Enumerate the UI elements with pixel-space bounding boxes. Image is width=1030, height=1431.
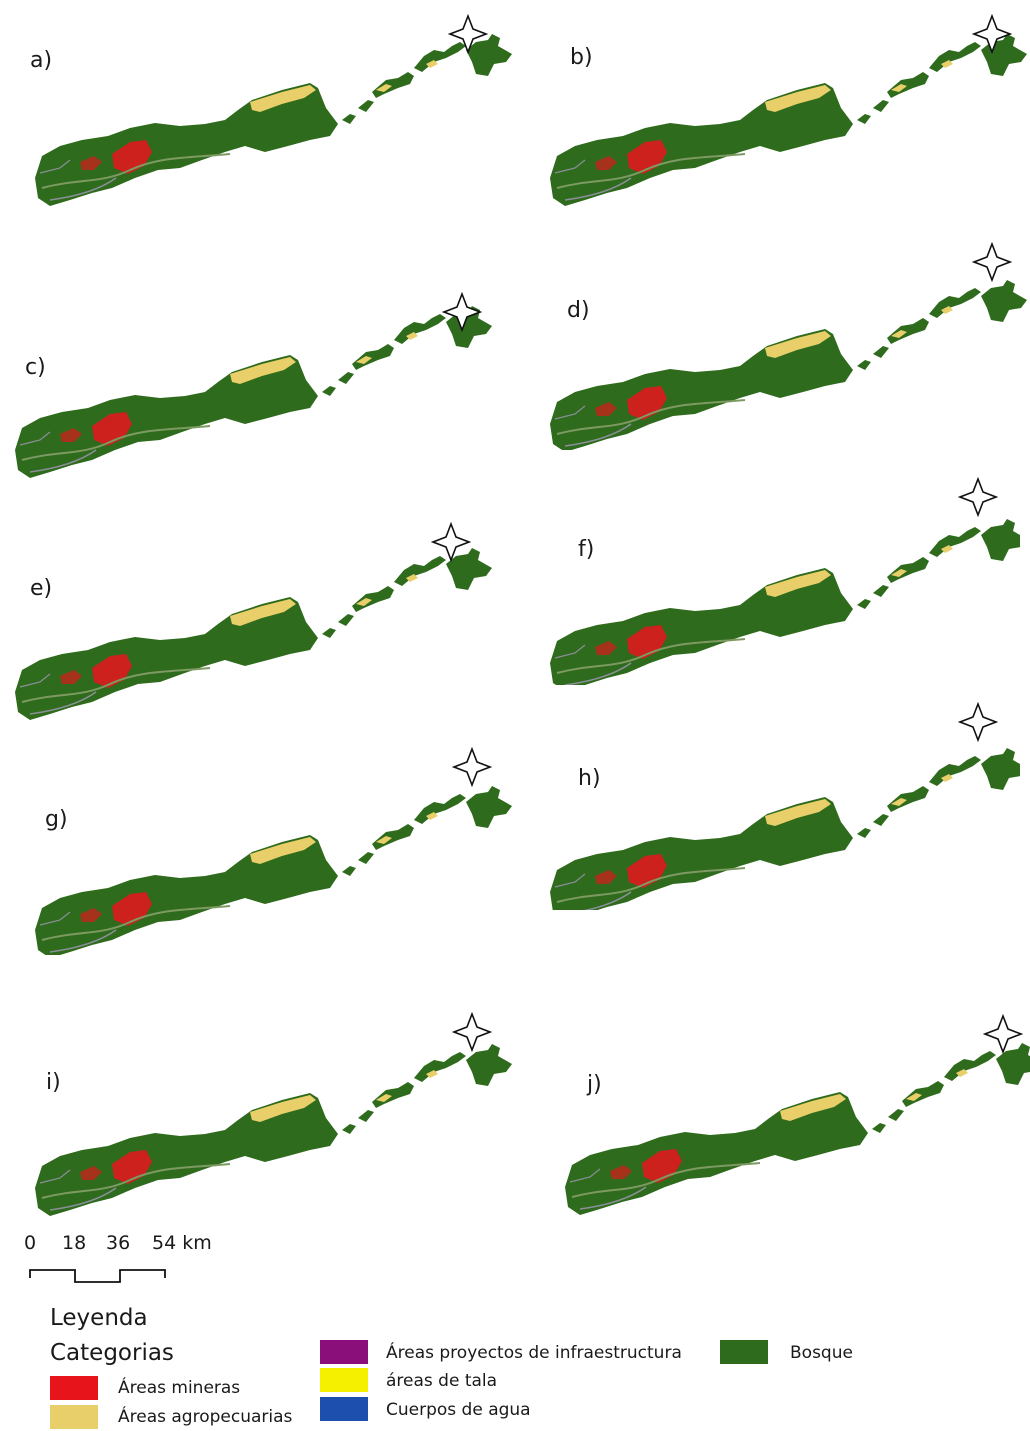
panel-label: e) bbox=[30, 576, 53, 601]
legend-swatch-agua bbox=[320, 1397, 368, 1421]
region-map bbox=[564, 1042, 1030, 1216]
legend-label: áreas de tala bbox=[386, 1371, 498, 1391]
legend-label: Cuerpos de agua bbox=[386, 1400, 531, 1420]
map-panel-b: b) bbox=[535, 10, 1030, 240]
panel-label: b) bbox=[570, 45, 593, 70]
region-map bbox=[34, 1043, 513, 1217]
legend-swatch-infraestructura bbox=[320, 1340, 368, 1364]
panel-label: c) bbox=[25, 355, 46, 380]
north-arrow-icon bbox=[959, 478, 997, 516]
legend-swatch-tala bbox=[320, 1368, 368, 1392]
north-arrow-icon bbox=[443, 293, 481, 331]
north-arrow-icon bbox=[984, 1015, 1022, 1053]
legend-swatch-mineras bbox=[50, 1376, 98, 1400]
legend-label: Áreas proyectos de infraestructura bbox=[386, 1343, 682, 1363]
map-panel-h: h) bbox=[520, 700, 1020, 930]
panel-label: d) bbox=[567, 298, 590, 323]
region-map bbox=[14, 547, 493, 721]
panel-label: a) bbox=[30, 48, 53, 73]
panel-label: i) bbox=[46, 1070, 61, 1095]
map-panel-g: g) bbox=[20, 745, 520, 975]
scale-tick: 54 km bbox=[152, 1232, 212, 1254]
legend-subtitle: Categorias bbox=[50, 1340, 174, 1366]
region-map bbox=[549, 33, 1028, 207]
legend-swatch-bosque bbox=[720, 1340, 768, 1364]
map-panel-c: c) bbox=[0, 290, 500, 520]
north-arrow-icon bbox=[973, 243, 1011, 281]
panel-label: g) bbox=[45, 807, 68, 832]
region-map bbox=[549, 518, 1020, 685]
scale-tick: 18 bbox=[62, 1232, 87, 1254]
panel-label: h) bbox=[578, 766, 601, 791]
legend-label: Áreas agropecuarias bbox=[118, 1407, 293, 1427]
legend-swatch-agropecuarias bbox=[50, 1405, 98, 1429]
map-panel-f: f) bbox=[520, 475, 1020, 705]
region-map bbox=[34, 33, 513, 207]
north-arrow-icon bbox=[453, 748, 491, 786]
region-map bbox=[549, 279, 1028, 450]
legend-label: Bosque bbox=[790, 1343, 853, 1363]
map-panel-e: e) bbox=[0, 520, 500, 750]
scale-tick: 36 bbox=[106, 1232, 131, 1254]
map-panel-j: j) bbox=[535, 1012, 1030, 1242]
map-panel-d: d) bbox=[535, 240, 1030, 470]
north-arrow-icon bbox=[449, 15, 487, 53]
north-arrow-icon bbox=[959, 703, 997, 741]
scale-bar: 0 18 36 54 km bbox=[20, 1228, 240, 1288]
north-arrow-icon bbox=[973, 15, 1011, 53]
scale-tick: 0 bbox=[24, 1232, 37, 1254]
panel-label: f) bbox=[578, 537, 595, 562]
north-arrow-icon bbox=[432, 523, 470, 561]
panel-label: j) bbox=[587, 1072, 602, 1097]
legend-title: Leyenda bbox=[50, 1305, 148, 1331]
north-arrow-icon bbox=[453, 1013, 491, 1051]
map-panel-a: a) bbox=[20, 10, 520, 240]
region-map bbox=[14, 305, 493, 479]
scale-bar-graphic bbox=[29, 1269, 166, 1283]
legend-label: Áreas mineras bbox=[118, 1378, 241, 1398]
region-map bbox=[34, 785, 513, 955]
region-map bbox=[549, 747, 1020, 910]
map-panel-i: i) bbox=[20, 1010, 520, 1240]
